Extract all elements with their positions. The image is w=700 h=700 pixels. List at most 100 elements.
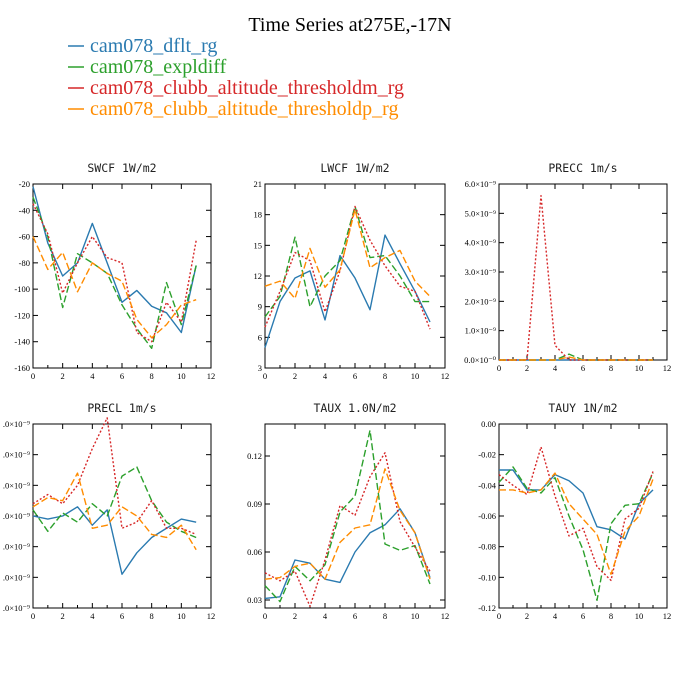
series-line-2-3 [499, 356, 653, 361]
x-tick-label-3-3: 6 [120, 611, 124, 621]
y-tick-label-0-5: -60 [19, 232, 30, 242]
series-line-1-1 [264, 205, 430, 318]
legend-entry-1: cam078_expldiff [90, 56, 227, 78]
y-tick-label-1-2: 9 [258, 302, 262, 312]
x-tick-label-1-1: 2 [293, 371, 297, 381]
y-tick-label-3-5: .0×10⁻⁹ [3, 450, 30, 460]
y-tick-label-5-1: -0.10 [478, 572, 496, 582]
x-tick-label-0-1: 2 [61, 371, 65, 381]
x-tick-label-1-3: 6 [353, 371, 357, 381]
y-tick-label-0-7: -20 [19, 179, 30, 189]
panel-title-4: TAUX 1.0N/m2 [313, 401, 396, 415]
y-tick-label-5-0: -0.12 [478, 603, 496, 613]
y-tick-label-5-6: 0.00 [481, 419, 496, 429]
y-tick-label-2-2: 2.0×10⁻⁹ [465, 296, 496, 306]
series-line-0-2 [32, 203, 197, 343]
panel-1: LWCF 1W/m2 0 2 4 6 8 10 12 3 6 9 12 15 18 21 [254, 161, 450, 381]
legend-entry-0: cam078_dflt_rg [90, 35, 217, 57]
panel-title-5: TAUY 1N/m2 [548, 401, 617, 415]
y-tick-label-1-1: 6 [258, 332, 262, 342]
series-line-4-3 [264, 468, 431, 580]
panel-frame-0 [32, 183, 212, 369]
y-tick-label-3-3: .0×10⁻⁹ [3, 511, 30, 521]
x-tick-label-2-5: 10 [635, 363, 644, 373]
x-tick-label-3-4: 8 [150, 611, 154, 621]
x-tick-label-5-4: 8 [609, 611, 613, 621]
y-tick-label-2-0: 0.0×10⁻⁰ [464, 355, 496, 365]
y-tick-label-4-2: 0.09 [247, 499, 262, 509]
x-tick-label-5-0: 0 [497, 611, 501, 621]
x-tick-label-5-2: 4 [553, 611, 558, 621]
y-tick-label-0-1: -140 [14, 337, 30, 347]
series-line-5-0 [499, 469, 654, 540]
x-tick-label-4-2: 4 [323, 611, 328, 621]
series-line-1-3 [264, 208, 431, 300]
panels: SWCF 1W/m2 0 2 4 6 8 10 12 -160 -140 -120 -100 -80 -6… [3, 161, 671, 621]
x-tick-label-4-6: 12 [441, 611, 450, 621]
panel-title-3: PRECL 1m/s [87, 401, 156, 415]
y-tick-label-2-1: 1.0×10⁻⁹ [465, 326, 496, 336]
y-tick-label-3-1: .0×10⁻⁹ [3, 572, 30, 582]
y-tick-label-1-0: 3 [258, 363, 262, 373]
x-tick-label-5-1: 2 [525, 611, 529, 621]
series-line-1-0 [264, 234, 431, 348]
y-tick-label-0-6: -40 [19, 205, 30, 215]
x-tick-label-1-2: 4 [323, 371, 328, 381]
x-tick-label-4-3: 6 [353, 611, 357, 621]
y-tick-label-2-3: 3.0×10⁻⁹ [465, 267, 496, 277]
y-tick-label-5-2: -0.08 [478, 542, 496, 552]
x-tick-label-2-0: 0 [497, 363, 501, 373]
series-line-0-3 [32, 236, 197, 339]
x-tick-label-4-5: 10 [411, 611, 420, 621]
x-tick-label-0-0: 0 [31, 371, 35, 381]
x-tick-label-4-0: 0 [263, 611, 267, 621]
y-tick-label-0-2: -120 [14, 310, 30, 320]
x-tick-label-3-5: 10 [177, 611, 186, 621]
y-tick-label-3-0: .0×10⁻⁹ [3, 603, 30, 613]
x-tick-label-0-3: 6 [120, 371, 124, 381]
series-line-5-3 [499, 472, 654, 575]
y-tick-label-3-4: .0×10⁻⁹ [3, 480, 30, 490]
x-tick-label-1-6: 12 [441, 371, 450, 381]
x-tick-label-3-1: 2 [61, 611, 65, 621]
series-line-1-2 [264, 205, 431, 330]
y-tick-label-1-3: 12 [254, 271, 263, 281]
panel-frame-2 [498, 183, 668, 361]
panel-frame-5 [498, 423, 668, 609]
panel-2: PRECC 1m/s 0 2 4 6 8 10 12 0.0×10⁻⁰ 1.0×10⁻⁹ 2.0×1… [464, 161, 671, 373]
x-tick-label-0-2: 4 [90, 371, 95, 381]
y-tick-label-4-0: 0.03 [247, 595, 262, 605]
panel-4: TAUX 1.0N/m2 0 2 4 6 8 10 12 0.03 0.06 0.09 0.12 [247, 401, 449, 621]
y-tick-label-1-4: 15 [254, 240, 263, 250]
y-tick-label-2-4: 4.0×10⁻⁹ [465, 238, 496, 248]
series-line-4-0 [264, 508, 431, 600]
x-tick-label-0-5: 10 [177, 371, 186, 381]
x-tick-label-3-2: 4 [90, 611, 95, 621]
y-tick-label-0-0: -160 [14, 363, 30, 373]
y-tick-label-5-5: -0.02 [478, 450, 496, 460]
x-tick-label-2-2: 4 [553, 363, 558, 373]
legend-entry-3: cam078_clubb_altitude_thresholdp_rg [90, 98, 398, 120]
series-line-3-3 [32, 472, 197, 551]
y-tick-label-3-6: .0×10⁻⁹ [3, 419, 30, 429]
series-line-2-2 [499, 195, 653, 361]
x-tick-label-1-4: 8 [383, 371, 387, 381]
panel-5: TAUY 1N/m2 0 2 4 6 8 10 12 -0.12 -0.10 -0.08 -0.06 -… [478, 401, 671, 621]
x-tick-label-5-6: 12 [663, 611, 672, 621]
y-tick-label-2-6: 6.0×10⁻⁹ [465, 179, 496, 189]
series-line-3-0 [32, 506, 197, 575]
y-tick-label-4-1: 0.06 [247, 547, 262, 557]
series-line-3-2 [32, 417, 197, 536]
series-line-0-0 [32, 186, 197, 334]
x-tick-label-3-0: 0 [31, 611, 35, 621]
panel-title-2: PRECC 1m/s [548, 161, 617, 175]
y-tick-label-1-6: 21 [254, 179, 263, 189]
y-tick-label-1-5: 18 [254, 210, 263, 220]
figure-title: Time Series at275E,-17N [248, 14, 451, 36]
x-tick-label-0-4: 8 [150, 371, 154, 381]
x-tick-label-5-5: 10 [635, 611, 644, 621]
x-tick-label-2-4: 8 [609, 363, 613, 373]
panel-0: SWCF 1W/m2 0 2 4 6 8 10 12 -160 -140 -120 -100 -80 -6… [14, 161, 215, 381]
